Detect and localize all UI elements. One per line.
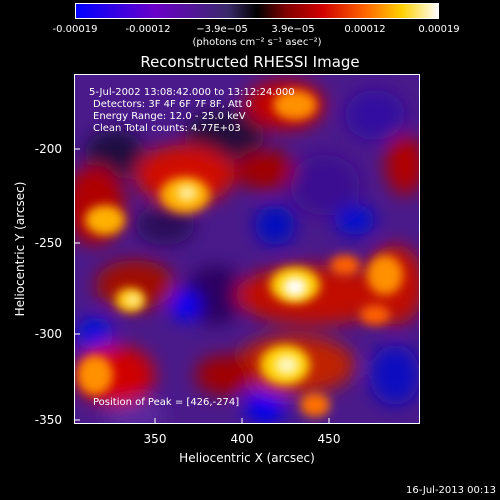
colorbar-tick: -0.00012 [125,24,171,35]
colorbar-tick: 3.9e−05 [271,24,315,35]
colorbar-tick: -0.00019 [52,24,98,35]
info-energy-range: Energy Range: 12.0 - 25.0 keV [93,111,246,122]
info-time-range: 5-Jul-2002 13:08:42.000 to 13:12:24.000 [89,87,295,98]
x-tick-label: 450 [317,432,341,446]
y-tick-label: -250 [34,236,62,250]
colorbar-tick: 0.00019 [418,24,460,35]
heatmap [75,75,419,423]
y-tick-label: -300 [34,327,62,341]
colorbar-tick: 0.00012 [344,24,386,35]
colorbar-units: (photons cm⁻² s⁻¹ asec⁻²) [192,37,322,48]
x-axis-label: Heliocentric X (arcsec) [179,451,315,465]
y-tick-label: -200 [34,142,62,156]
y-axis-label: Heliocentric Y (arcsec) [13,181,27,317]
plot-title: Reconstructed RHESSI Image [140,53,360,71]
colorbar-tick: −3.9e−05 [196,24,248,35]
colorbar [75,3,439,19]
x-tick-label: 350 [143,432,167,446]
info-detectors: Detectors: 3F 4F 6F 7F 8F, Att 0 [93,99,253,110]
rhessi-image: 5-Jul-2002 13:08:42.000 to 13:12:24.000 … [74,74,420,424]
x-tick-label: 400 [230,432,254,446]
heatmap-peaks [125,185,307,375]
y-tick-label: -350 [34,413,62,427]
date-stamp: 16-Jul-2013 00:13 [405,485,496,496]
info-clean-counts: Clean Total counts: 4.77E+03 [93,123,241,134]
info-peak-position: Position of Peak = [426,-274] [93,397,240,408]
